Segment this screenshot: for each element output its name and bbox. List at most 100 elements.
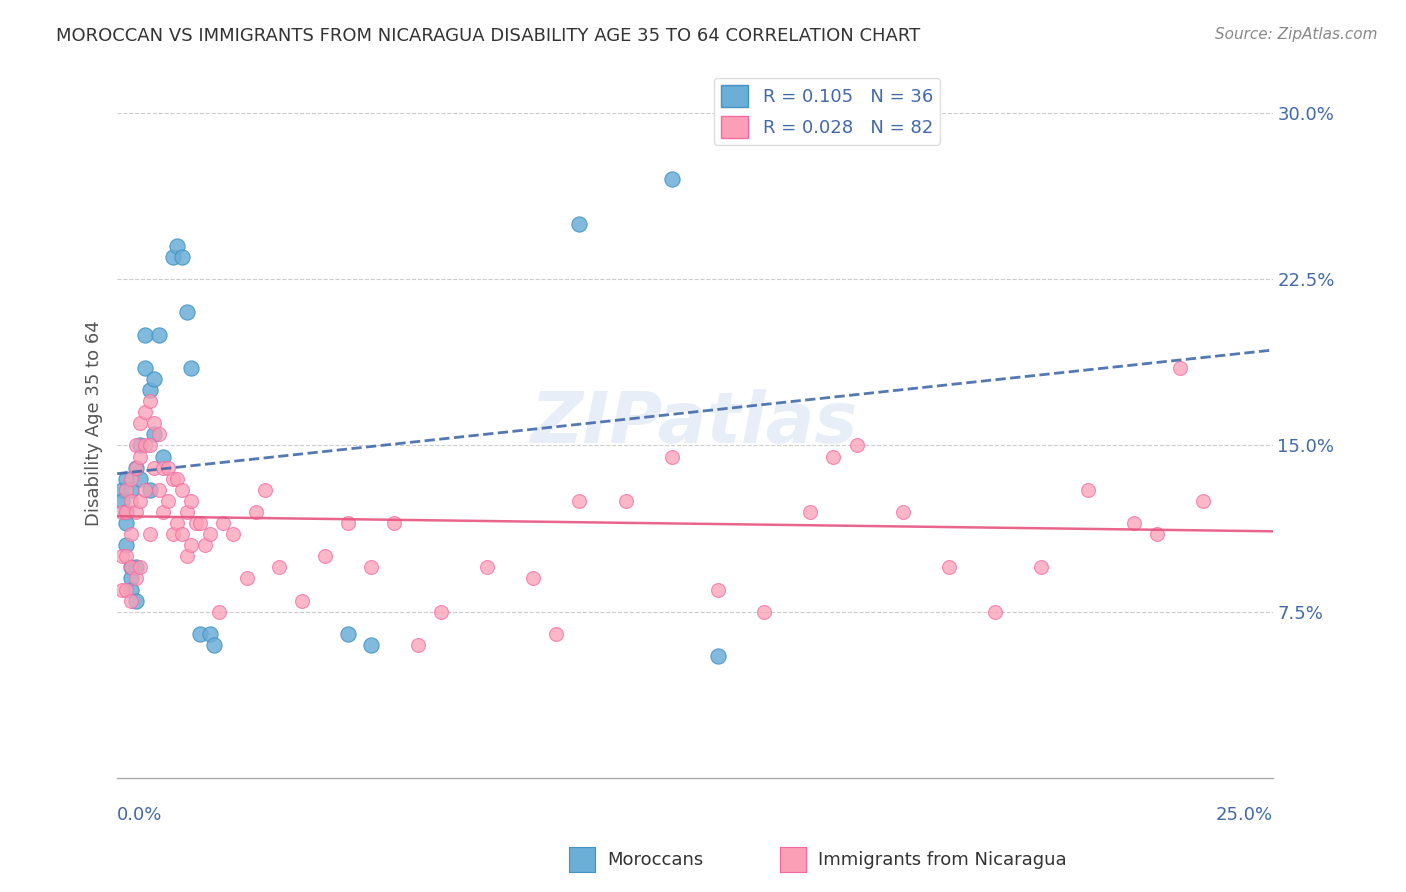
Point — [1077, 483, 1099, 497]
Point — [661, 450, 683, 464]
Point — [120, 560, 142, 574]
Point — [198, 627, 221, 641]
Point — [360, 560, 382, 574]
Point — [143, 427, 166, 442]
Y-axis label: Disability Age 35 to 64: Disability Age 35 to 64 — [86, 320, 103, 526]
Point — [152, 450, 174, 464]
Point — [1031, 560, 1053, 574]
Text: Source: ZipAtlas.com: Source: ZipAtlas.com — [1215, 27, 1378, 42]
Point — [360, 638, 382, 652]
Point — [184, 516, 207, 530]
Point — [406, 638, 429, 652]
Point — [120, 560, 142, 574]
Point — [138, 527, 160, 541]
Point — [120, 572, 142, 586]
Point — [823, 450, 845, 464]
Point — [134, 360, 156, 375]
Point — [1146, 527, 1168, 541]
Point — [143, 460, 166, 475]
Point — [661, 172, 683, 186]
Point — [707, 648, 730, 663]
Point — [162, 527, 184, 541]
Point — [166, 516, 188, 530]
Text: Moroccans: Moroccans — [607, 851, 703, 869]
Point — [984, 605, 1007, 619]
Text: Immigrants from Nicaragua: Immigrants from Nicaragua — [818, 851, 1067, 869]
Point — [157, 460, 180, 475]
Point — [180, 538, 202, 552]
Point — [120, 527, 142, 541]
Point — [138, 383, 160, 397]
Point — [129, 560, 152, 574]
Point — [115, 483, 138, 497]
Point — [148, 483, 170, 497]
Point — [120, 494, 142, 508]
Point — [115, 538, 138, 552]
Point — [115, 505, 138, 519]
Point — [157, 494, 180, 508]
Point — [1168, 360, 1191, 375]
Point — [115, 549, 138, 564]
Point — [235, 572, 257, 586]
Point — [176, 505, 198, 519]
Point — [134, 438, 156, 452]
Point — [194, 538, 217, 552]
Point — [891, 505, 914, 519]
Point — [190, 627, 212, 641]
Point — [212, 516, 235, 530]
Point — [134, 483, 156, 497]
Point — [1192, 494, 1215, 508]
Point — [180, 494, 202, 508]
Point — [124, 572, 146, 586]
Point — [222, 527, 245, 541]
Point — [152, 460, 174, 475]
Point — [124, 560, 146, 574]
Point — [208, 605, 231, 619]
Point — [129, 450, 152, 464]
Point — [138, 438, 160, 452]
Point — [337, 516, 360, 530]
Point — [111, 505, 134, 519]
Point — [799, 505, 821, 519]
Point — [1122, 516, 1144, 530]
Point — [314, 549, 336, 564]
Point — [120, 472, 142, 486]
Point — [568, 494, 591, 508]
Point — [845, 438, 868, 452]
Point — [111, 483, 134, 497]
Point — [138, 394, 160, 409]
Point — [190, 516, 212, 530]
Point — [170, 250, 193, 264]
Point — [148, 427, 170, 442]
Point — [124, 438, 146, 452]
Point — [120, 593, 142, 607]
Point — [111, 549, 134, 564]
Point — [124, 460, 146, 475]
Point — [129, 438, 152, 452]
Point — [124, 505, 146, 519]
Point — [522, 572, 544, 586]
Text: 0.0%: 0.0% — [117, 806, 163, 824]
Point — [115, 516, 138, 530]
Point — [134, 405, 156, 419]
Point — [176, 305, 198, 319]
Point — [198, 527, 221, 541]
Point — [129, 472, 152, 486]
Point — [291, 593, 314, 607]
Point — [115, 472, 138, 486]
Point — [143, 417, 166, 431]
Point — [115, 582, 138, 597]
Point — [134, 327, 156, 342]
Point — [120, 582, 142, 597]
Point — [124, 593, 146, 607]
Text: 25.0%: 25.0% — [1215, 806, 1272, 824]
Point — [176, 549, 198, 564]
Point — [111, 494, 134, 508]
Point — [254, 483, 277, 497]
Point — [162, 250, 184, 264]
Point — [170, 527, 193, 541]
Point — [166, 472, 188, 486]
Point — [245, 505, 267, 519]
Point — [546, 627, 568, 641]
Point — [138, 483, 160, 497]
